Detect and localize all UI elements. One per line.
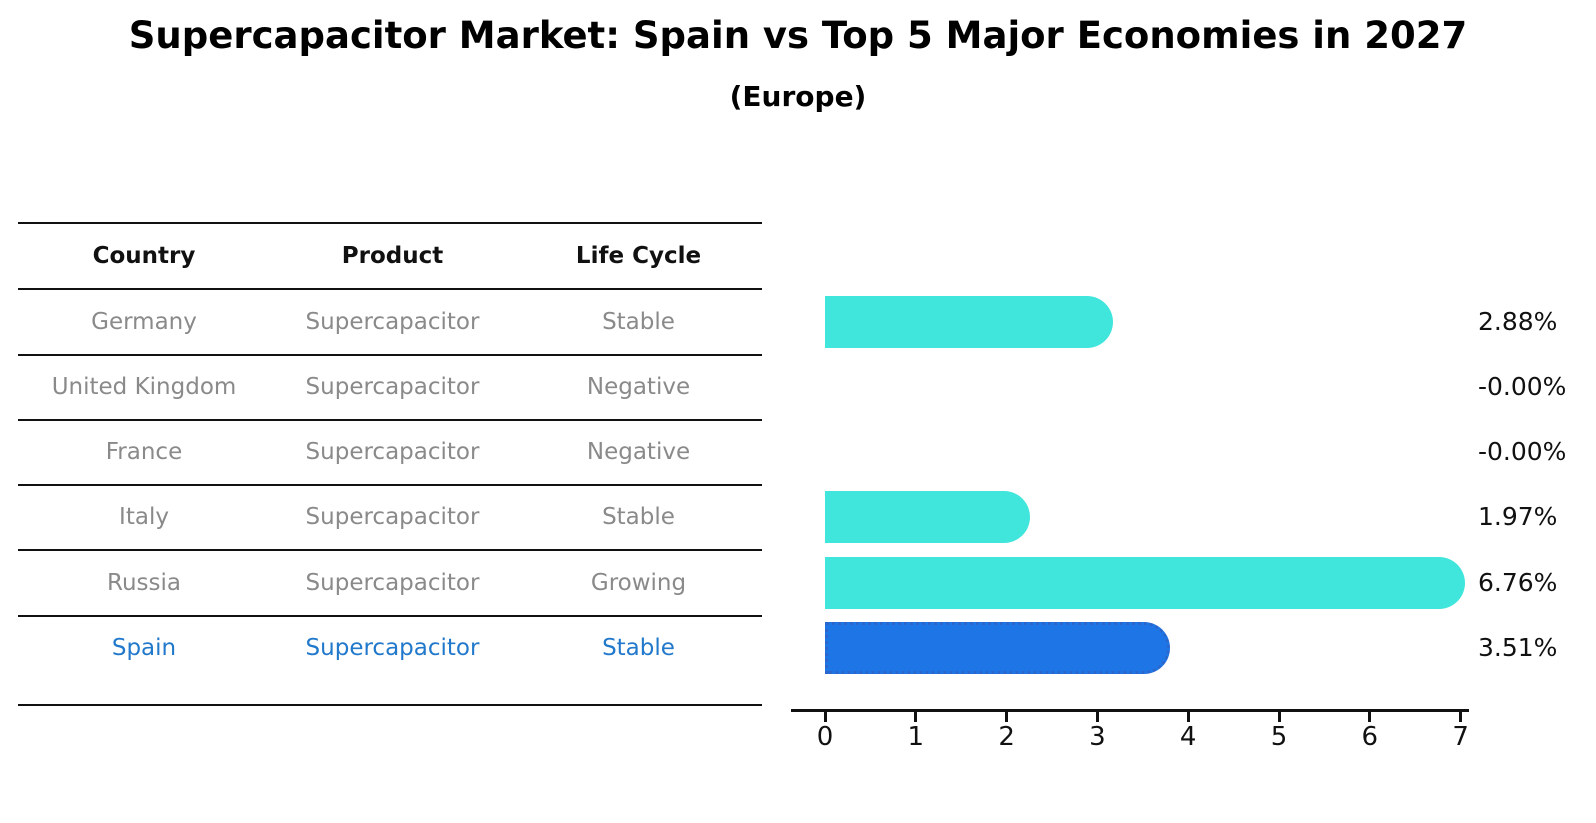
product-cell: Supercapacitor [305,439,480,465]
bar-germany [825,296,1113,348]
life-cycle-cell: Negative [586,439,691,465]
x-axis-tick [1368,711,1372,722]
x-axis-tick [1005,711,1009,722]
x-axis-tick [914,711,918,722]
row-divider [18,484,762,486]
life-cycle-cell: Stable [602,504,675,530]
value-label: 6.76% [1478,568,1558,597]
row-divider [18,419,762,421]
product-cell: Supercapacitor [305,374,480,400]
x-axis-tick [1459,711,1463,722]
chart-title: Supercapacitor Market: Spain vs Top 5 Ma… [128,14,1468,57]
product-cell: Supercapacitor [305,570,480,596]
life-cycle-cell: Stable [602,635,675,661]
life-cycle-cell: Growing [590,570,687,596]
value-label: 2.88% [1478,307,1558,336]
column-header-country: Country [92,243,196,269]
x-axis-tick-label: 3 [1089,722,1106,752]
row-divider [18,549,762,551]
x-axis-tick [1186,711,1190,722]
table-row: France Supercapacitor Negative [18,435,762,469]
x-axis-tick-label: 5 [1270,722,1288,752]
country-cell: Italy [119,504,169,530]
table-header-border [18,288,762,290]
country-cell: France [105,439,183,465]
bar-russia [825,557,1465,609]
x-axis-tick [1095,711,1099,722]
value-label: -0.00% [1478,372,1567,401]
country-cell: Germany [91,309,197,335]
life-cycle-cell: Stable [602,309,675,335]
table-bottom-border [18,704,762,706]
chart-subtitle: (Europe) [729,80,867,113]
column-header-life-cycle: Life Cycle [575,243,702,269]
table-row-highlight-spain: Spain Supercapacitor Stable [18,631,762,665]
column-header-product: Product [341,243,444,269]
country-cell: United Kingdom [51,374,237,400]
table-top-border [18,222,762,224]
table-row: Germany Supercapacitor Stable [18,305,762,339]
country-cell: Spain [111,635,177,661]
product-cell: Supercapacitor [305,635,480,661]
table-row: United Kingdom Supercapacitor Negative [18,370,762,404]
x-axis-tick [1277,711,1281,722]
row-divider [18,354,762,356]
x-axis-line [791,709,1469,712]
bar-spain [825,622,1170,674]
value-label: 3.51% [1478,633,1558,662]
x-axis-tick-label: 0 [816,722,834,752]
table-header-row: Country Product Life Cycle [18,239,762,273]
table-row: Italy Supercapacitor Stable [18,500,762,534]
table-row: Russia Supercapacitor Growing [18,566,762,600]
x-axis-tick-label: 7 [1452,722,1469,752]
country-cell: Russia [107,570,181,596]
x-axis-tick-label: 6 [1361,722,1379,752]
life-cycle-cell: Negative [586,374,691,400]
value-label: -0.00% [1478,437,1567,466]
product-cell: Supercapacitor [305,309,480,335]
x-axis-tick-label: 2 [998,722,1015,752]
x-axis-tick [823,711,827,722]
product-cell: Supercapacitor [305,504,480,530]
value-label: 1.97% [1478,502,1558,531]
x-axis-tick-label: 1 [907,722,925,752]
bar-italy [825,491,1030,543]
x-axis-tick-label: 4 [1179,722,1197,752]
row-divider [18,615,762,617]
